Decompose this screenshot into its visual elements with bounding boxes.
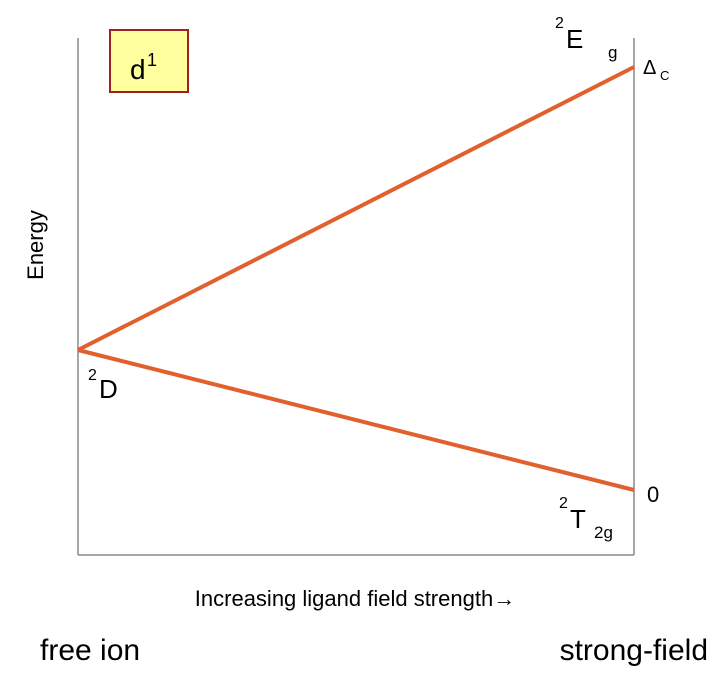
state-symbol: E [566, 24, 583, 54]
energy-zero: 0 [647, 482, 659, 507]
state-symbol: D [99, 374, 118, 404]
bottom-left-label: free ion [40, 634, 140, 667]
state-symbol: T [570, 504, 586, 534]
bottom-right-label: strong-field [560, 634, 708, 667]
energy-sub: C [660, 68, 669, 83]
state-sub: 2g [594, 523, 613, 542]
upper-level-line [77, 65, 635, 352]
energy-symbol: Δ [643, 57, 656, 79]
badge-box [109, 29, 189, 93]
state-sup: 2 [559, 495, 568, 512]
badge-sup: 1 [147, 50, 157, 70]
x-axis-label: Increasing ligand field strength→ [195, 586, 515, 611]
lower-level-line [77, 348, 635, 492]
state-sup: 2 [555, 15, 564, 32]
state-sup: 2 [88, 367, 97, 384]
state-sub: g [608, 43, 617, 62]
badge-base: d [130, 54, 146, 85]
y-axis-label: Energy [23, 210, 48, 280]
